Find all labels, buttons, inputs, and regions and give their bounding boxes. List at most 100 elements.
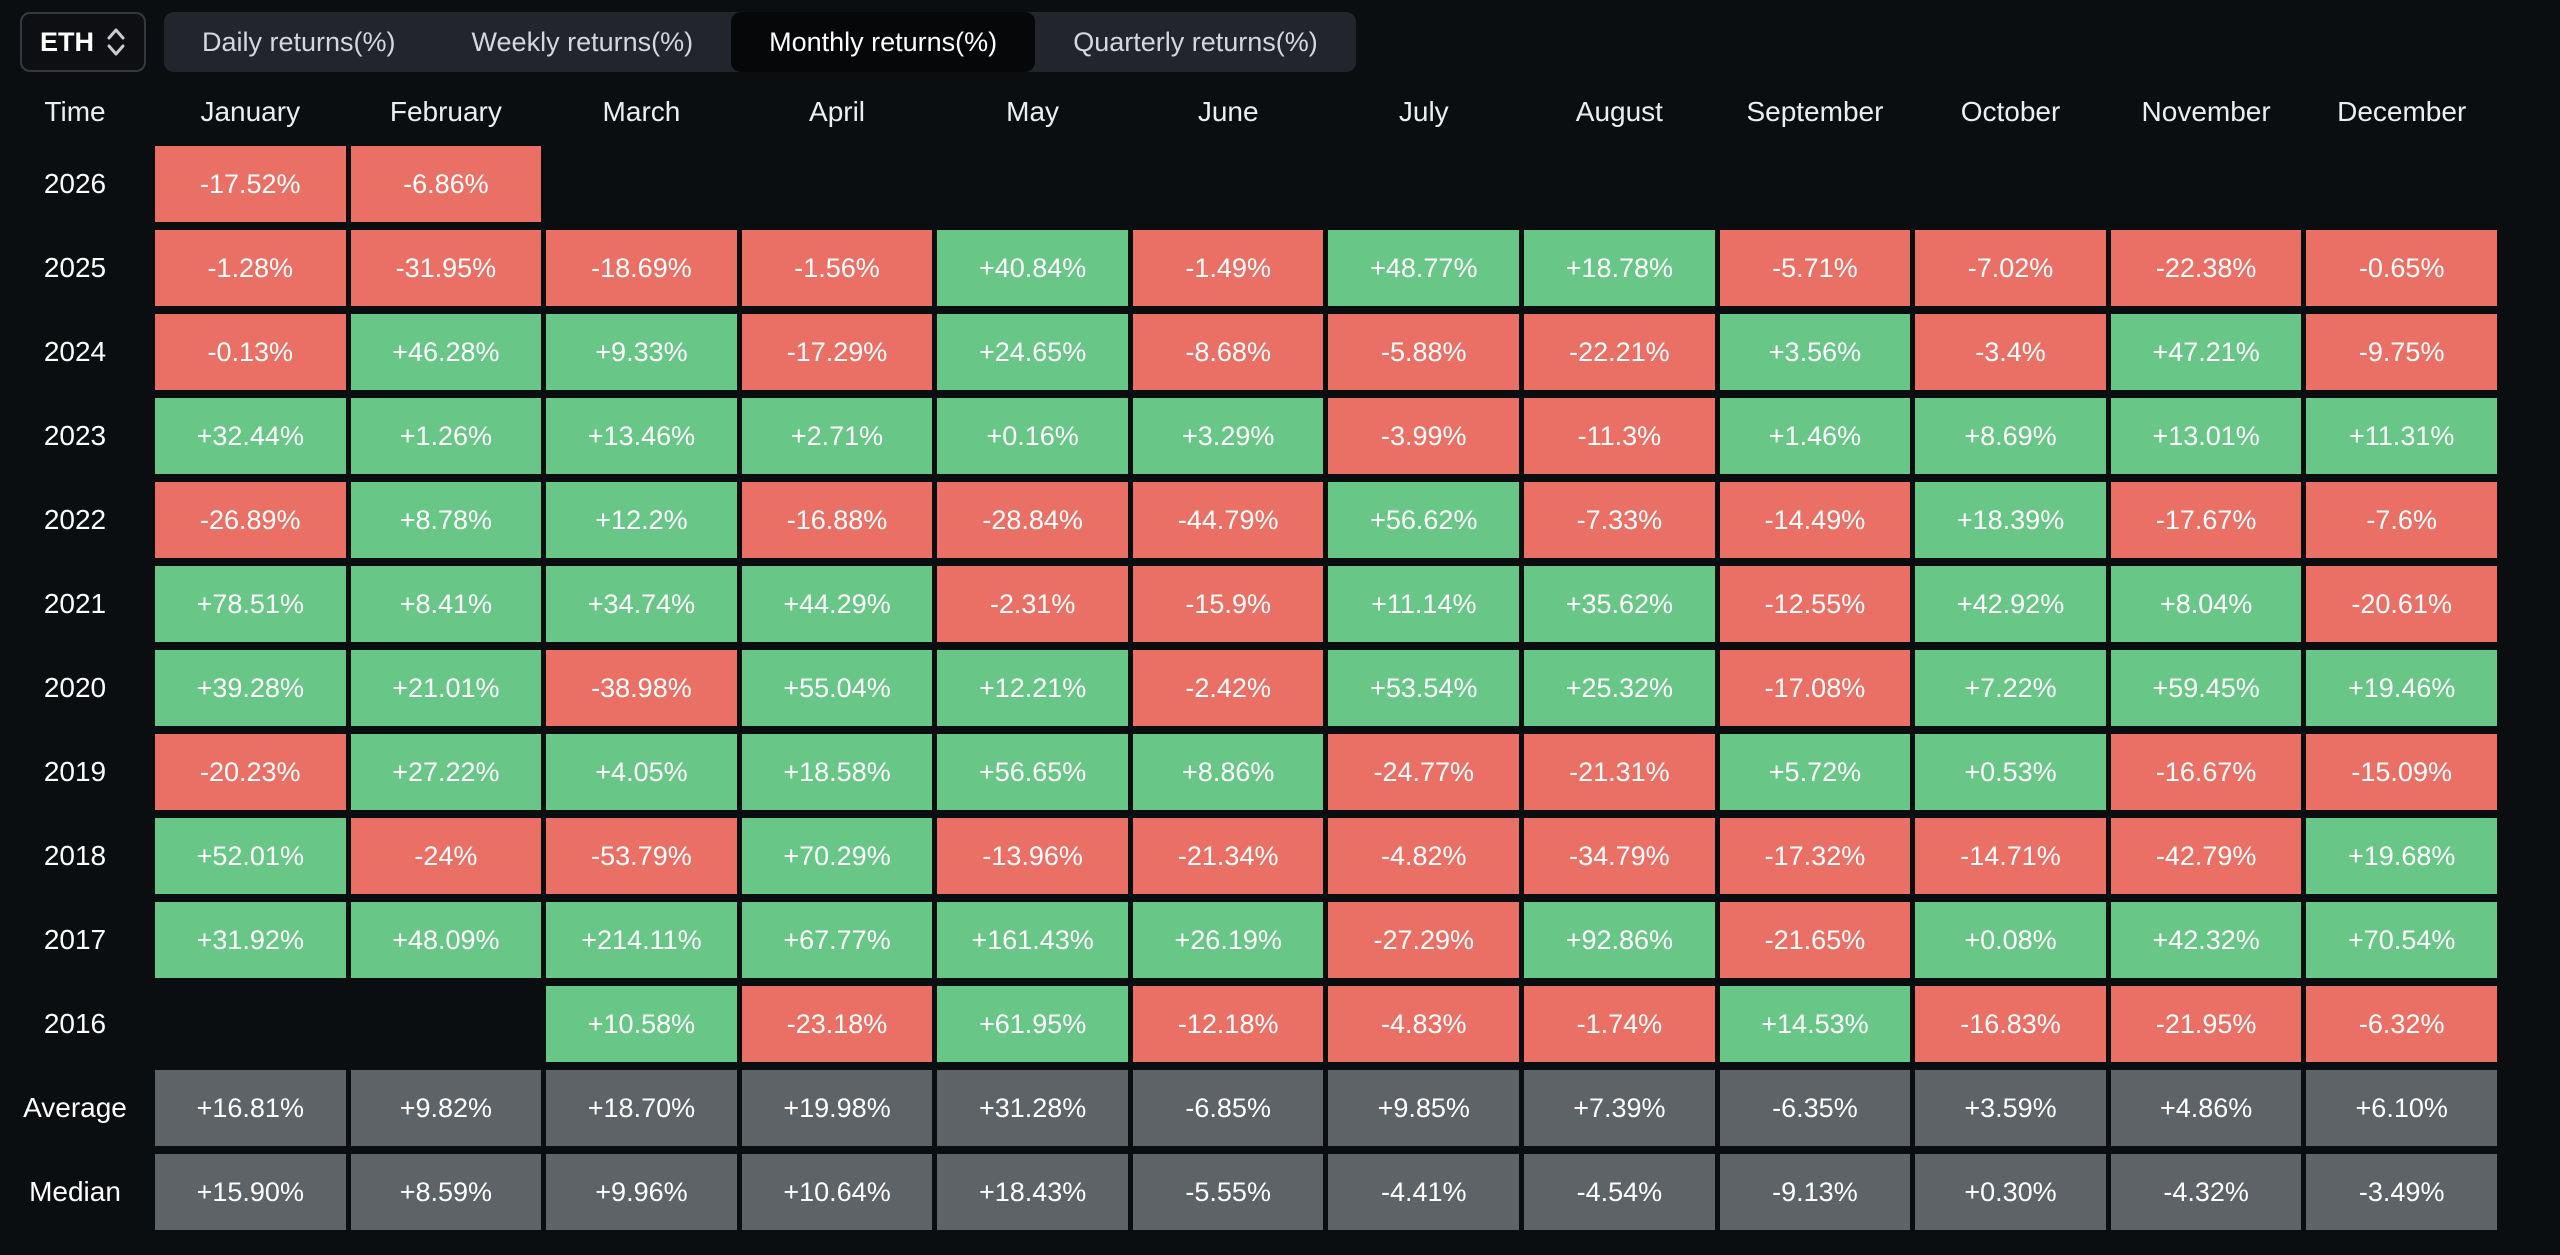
- return-cell: -2.31%: [937, 566, 1128, 642]
- return-cell: +19.68%: [2306, 818, 2497, 894]
- return-cell: +13.46%: [546, 398, 737, 474]
- return-cell: +0.16%: [937, 398, 1128, 474]
- return-cell: +56.65%: [937, 734, 1128, 810]
- return-cell: -22.38%: [2110, 230, 2302, 306]
- return-cell: -21.65%: [1719, 902, 1911, 978]
- return-cell: -44.79%: [1132, 482, 1324, 558]
- return-cell: -17.32%: [1719, 818, 1911, 894]
- return-cell: -16.88%: [741, 482, 933, 558]
- tab-quarterly-returns[interactable]: Quarterly returns(%): [1073, 26, 1318, 57]
- return-cell: -4.82%: [1328, 818, 1520, 894]
- return-cell: +26.19%: [1132, 902, 1324, 978]
- return-cell: -6.85%: [1132, 1070, 1324, 1146]
- return-cell: -27.29%: [1328, 902, 1520, 978]
- return-cell: -5.88%: [1328, 314, 1520, 390]
- tab-weekly-returns[interactable]: Weekly returns(%): [471, 26, 694, 57]
- return-cell: +8.59%: [350, 1154, 542, 1230]
- row-label: 2020: [43, 672, 107, 703]
- returns-period-tabs: Daily returns(%) Weekly returns(%) Month…: [164, 12, 1356, 72]
- return-cell: +52.01%: [155, 818, 346, 894]
- row-label: 2017: [43, 924, 107, 955]
- asset-select-dropdown[interactable]: ETH: [20, 12, 146, 72]
- return-cell: +47.21%: [2110, 314, 2302, 390]
- empty-cell: [742, 146, 933, 222]
- empty-cell: [1133, 146, 1324, 222]
- return-cell: -20.61%: [2306, 566, 2497, 642]
- return-cell: -6.35%: [1719, 1070, 1911, 1146]
- column-header-time: Time: [44, 96, 106, 127]
- return-cell: +27.22%: [350, 734, 542, 810]
- return-cell: -15.09%: [2306, 734, 2497, 810]
- return-cell: -24.77%: [1328, 734, 1520, 810]
- return-cell: -28.84%: [937, 482, 1128, 558]
- return-cell: -16.83%: [1915, 986, 2106, 1062]
- return-cell: +0.08%: [1915, 902, 2106, 978]
- return-cell: -3.4%: [1915, 314, 2106, 390]
- return-cell: -5.71%: [1719, 230, 1911, 306]
- empty-cell: [155, 986, 346, 1062]
- return-cell: -4.54%: [1524, 1154, 1715, 1230]
- return-cell: +15.90%: [155, 1154, 346, 1230]
- return-cell: -15.9%: [1132, 566, 1324, 642]
- return-cell: -5.55%: [1132, 1154, 1324, 1230]
- return-cell: +214.11%: [546, 902, 737, 978]
- column-header: October: [1960, 96, 2061, 127]
- return-cell: +4.86%: [2110, 1070, 2302, 1146]
- return-cell: -42.79%: [2110, 818, 2302, 894]
- select-arrows-icon: [106, 27, 126, 57]
- row-label: 2016: [43, 1008, 107, 1039]
- monthly-returns-table: Time January February March April May Ju…: [0, 86, 2497, 1230]
- tab-daily-returns[interactable]: Daily returns(%): [202, 26, 396, 57]
- return-cell: -26.89%: [155, 482, 346, 558]
- return-cell: +55.04%: [741, 650, 933, 726]
- return-cell: +24.65%: [937, 314, 1128, 390]
- return-cell: +10.64%: [741, 1154, 933, 1230]
- tab-monthly-returns[interactable]: Monthly returns(%): [731, 12, 1036, 72]
- return-cell: +31.92%: [155, 902, 346, 978]
- return-cell: -8.68%: [1132, 314, 1324, 390]
- row-label: Median: [29, 1176, 121, 1207]
- return-cell: +13.01%: [2110, 398, 2302, 474]
- return-cell: +161.43%: [937, 902, 1128, 978]
- return-cell: -4.83%: [1328, 986, 1520, 1062]
- return-cell: +53.54%: [1328, 650, 1520, 726]
- return-cell: +31.28%: [937, 1070, 1128, 1146]
- column-header: May: [1006, 96, 1060, 127]
- return-cell: -22.21%: [1524, 314, 1715, 390]
- return-cell: +35.62%: [1524, 566, 1715, 642]
- return-cell: -16.67%: [2110, 734, 2302, 810]
- return-cell: -6.32%: [2306, 986, 2497, 1062]
- return-cell: -21.95%: [2110, 986, 2302, 1062]
- column-header: June: [1197, 96, 1259, 127]
- return-cell: -0.13%: [155, 314, 346, 390]
- return-cell: -34.79%: [1524, 818, 1715, 894]
- return-cell: -1.56%: [741, 230, 933, 306]
- row-label: 2025: [43, 252, 107, 283]
- return-cell: -7.6%: [2306, 482, 2497, 558]
- return-cell: -23.18%: [741, 986, 933, 1062]
- return-cell: +18.58%: [741, 734, 933, 810]
- return-cell: +12.21%: [937, 650, 1128, 726]
- column-header: July: [1398, 96, 1449, 127]
- return-cell: -21.34%: [1132, 818, 1324, 894]
- return-cell: -6.86%: [350, 146, 542, 222]
- return-cell: +8.78%: [350, 482, 542, 558]
- return-cell: -4.32%: [2110, 1154, 2302, 1230]
- return-cell: +11.31%: [2306, 398, 2497, 474]
- return-cell: -13.96%: [937, 818, 1128, 894]
- empty-cell: [2111, 146, 2302, 222]
- return-cell: +48.77%: [1328, 230, 1520, 306]
- return-cell: -7.33%: [1524, 482, 1715, 558]
- return-cell: +12.2%: [546, 482, 737, 558]
- empty-cell: [351, 986, 542, 1062]
- column-header: November: [2141, 96, 2271, 127]
- return-cell: +7.39%: [1524, 1070, 1715, 1146]
- return-cell: +16.81%: [155, 1070, 346, 1146]
- return-cell: +11.14%: [1328, 566, 1520, 642]
- return-cell: +42.32%: [2110, 902, 2302, 978]
- return-cell: +18.70%: [546, 1070, 737, 1146]
- return-cell: +21.01%: [350, 650, 542, 726]
- empty-cell: [1328, 146, 1519, 222]
- return-cell: +34.74%: [546, 566, 737, 642]
- return-cell: +0.30%: [1915, 1154, 2106, 1230]
